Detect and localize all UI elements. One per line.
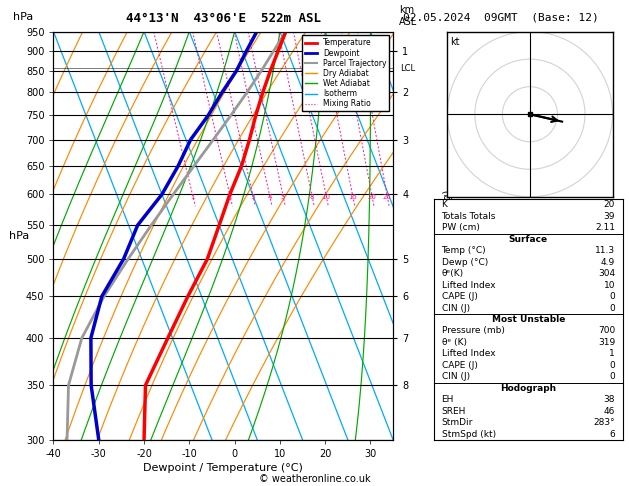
Text: 2.11: 2.11 <box>595 224 615 232</box>
Text: 0: 0 <box>610 361 615 370</box>
Text: SREH: SREH <box>442 407 466 416</box>
Text: 38: 38 <box>604 395 615 404</box>
Text: CAPE (J): CAPE (J) <box>442 361 477 370</box>
Text: kt: kt <box>450 36 460 47</box>
Text: 319: 319 <box>598 338 615 347</box>
Text: 0: 0 <box>610 372 615 381</box>
Text: 10: 10 <box>321 194 330 200</box>
Text: 700: 700 <box>598 327 615 335</box>
Text: K: K <box>442 200 447 209</box>
Text: StmSpd (kt): StmSpd (kt) <box>442 430 496 438</box>
Text: 4: 4 <box>267 194 272 200</box>
Text: CIN (J): CIN (J) <box>442 372 470 381</box>
Text: 3: 3 <box>250 194 255 200</box>
Text: km
ASL: km ASL <box>399 5 418 27</box>
Text: Most Unstable: Most Unstable <box>492 315 565 324</box>
Text: Pressure (mb): Pressure (mb) <box>442 327 504 335</box>
Text: 283°: 283° <box>594 418 615 427</box>
Legend: Temperature, Dewpoint, Parcel Trajectory, Dry Adiabat, Wet Adiabat, Isotherm, Mi: Temperature, Dewpoint, Parcel Trajectory… <box>302 35 389 111</box>
Text: 2: 2 <box>228 194 232 200</box>
Text: LCL: LCL <box>400 64 415 72</box>
Text: θᵉ (K): θᵉ (K) <box>442 338 467 347</box>
Text: CIN (J): CIN (J) <box>442 303 470 312</box>
Text: Surface: Surface <box>509 235 548 244</box>
Text: 304: 304 <box>598 269 615 278</box>
Text: Temp (°C): Temp (°C) <box>442 246 486 255</box>
Text: θᵉ(K): θᵉ(K) <box>442 269 464 278</box>
Text: © weatheronline.co.uk: © weatheronline.co.uk <box>259 473 370 484</box>
Text: Totals Totals: Totals Totals <box>442 212 496 221</box>
Text: 0: 0 <box>610 292 615 301</box>
Text: 8: 8 <box>309 194 314 200</box>
Text: Dewp (°C): Dewp (°C) <box>442 258 488 267</box>
Text: PW (cm): PW (cm) <box>442 224 479 232</box>
Text: 0: 0 <box>610 303 615 312</box>
Text: 39: 39 <box>604 212 615 221</box>
Text: 44°13'N  43°06'E  522m ASL: 44°13'N 43°06'E 522m ASL <box>126 12 321 25</box>
Text: 6: 6 <box>610 430 615 438</box>
Text: 1: 1 <box>610 349 615 358</box>
Text: hPa: hPa <box>13 12 33 22</box>
Y-axis label: Mixing Ratio (g/kg): Mixing Ratio (g/kg) <box>443 190 453 282</box>
Text: Lifted Index: Lifted Index <box>442 280 495 290</box>
X-axis label: Dewpoint / Temperature (°C): Dewpoint / Temperature (°C) <box>143 463 303 473</box>
Text: 02.05.2024  09GMT  (Base: 12): 02.05.2024 09GMT (Base: 12) <box>403 12 598 22</box>
Text: StmDir: StmDir <box>442 418 473 427</box>
Text: 5: 5 <box>281 194 285 200</box>
Text: Lifted Index: Lifted Index <box>442 349 495 358</box>
Text: 15: 15 <box>348 194 357 200</box>
Text: 1: 1 <box>190 194 194 200</box>
Text: hPa: hPa <box>9 231 29 241</box>
Text: 10: 10 <box>604 280 615 290</box>
Text: 46: 46 <box>604 407 615 416</box>
Text: 20: 20 <box>604 200 615 209</box>
Text: 11.3: 11.3 <box>595 246 615 255</box>
Text: Hodograph: Hodograph <box>500 384 557 393</box>
Text: 20: 20 <box>367 194 376 200</box>
Text: 4.9: 4.9 <box>601 258 615 267</box>
Text: EH: EH <box>442 395 454 404</box>
Text: 25: 25 <box>382 194 391 200</box>
Text: CAPE (J): CAPE (J) <box>442 292 477 301</box>
